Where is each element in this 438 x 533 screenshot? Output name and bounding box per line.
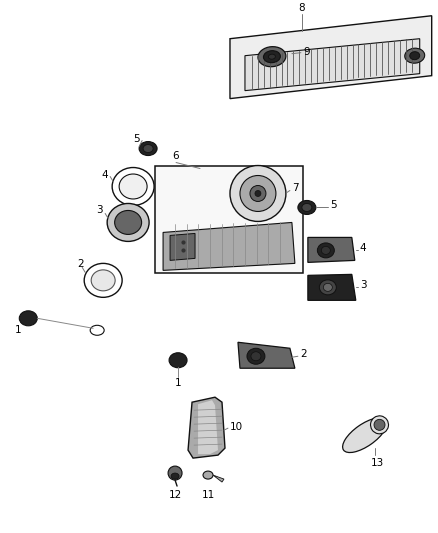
Ellipse shape xyxy=(203,471,213,479)
Ellipse shape xyxy=(318,243,334,258)
Text: 11: 11 xyxy=(201,490,215,500)
Ellipse shape xyxy=(410,52,420,60)
Ellipse shape xyxy=(371,416,389,434)
Ellipse shape xyxy=(343,418,387,453)
Polygon shape xyxy=(163,222,295,270)
Ellipse shape xyxy=(251,352,261,361)
Ellipse shape xyxy=(374,419,385,430)
Polygon shape xyxy=(188,397,225,458)
Polygon shape xyxy=(198,400,218,454)
Circle shape xyxy=(250,185,266,201)
Text: 2: 2 xyxy=(77,260,84,269)
Text: 1: 1 xyxy=(175,378,181,388)
Text: 3: 3 xyxy=(360,280,367,290)
Ellipse shape xyxy=(119,174,147,199)
Ellipse shape xyxy=(258,47,286,67)
Ellipse shape xyxy=(247,348,265,364)
Polygon shape xyxy=(308,237,355,262)
Ellipse shape xyxy=(143,144,153,152)
Polygon shape xyxy=(213,475,224,482)
Ellipse shape xyxy=(298,200,316,214)
Ellipse shape xyxy=(115,211,141,235)
FancyBboxPatch shape xyxy=(155,166,303,273)
Ellipse shape xyxy=(321,246,330,254)
Text: 7: 7 xyxy=(292,183,299,193)
Ellipse shape xyxy=(107,204,149,241)
Ellipse shape xyxy=(405,48,425,63)
Polygon shape xyxy=(308,274,356,300)
Ellipse shape xyxy=(268,54,276,59)
Text: 13: 13 xyxy=(371,458,385,468)
Polygon shape xyxy=(230,16,432,99)
Ellipse shape xyxy=(139,142,157,156)
Ellipse shape xyxy=(112,167,154,205)
Text: 1: 1 xyxy=(15,325,21,335)
Ellipse shape xyxy=(84,263,122,297)
Circle shape xyxy=(240,175,276,212)
Ellipse shape xyxy=(90,325,104,335)
Ellipse shape xyxy=(323,284,332,292)
Text: 12: 12 xyxy=(169,490,182,500)
Polygon shape xyxy=(238,342,295,368)
Ellipse shape xyxy=(319,280,336,295)
Ellipse shape xyxy=(263,51,280,63)
Polygon shape xyxy=(170,233,195,261)
Text: 8: 8 xyxy=(299,3,305,13)
Text: 10: 10 xyxy=(230,422,243,432)
Ellipse shape xyxy=(168,466,182,480)
Circle shape xyxy=(230,166,286,221)
Circle shape xyxy=(255,190,261,197)
Ellipse shape xyxy=(171,473,179,479)
Ellipse shape xyxy=(302,204,312,212)
Ellipse shape xyxy=(19,311,37,326)
Text: 4: 4 xyxy=(102,169,108,180)
Ellipse shape xyxy=(91,270,115,291)
Text: 5: 5 xyxy=(330,200,336,211)
Text: 6: 6 xyxy=(173,150,180,160)
Ellipse shape xyxy=(169,353,187,368)
Text: 9: 9 xyxy=(303,47,310,56)
Polygon shape xyxy=(245,39,420,91)
Text: 4: 4 xyxy=(360,244,367,253)
Text: 5: 5 xyxy=(134,134,140,143)
Text: 2: 2 xyxy=(300,349,307,359)
Text: 3: 3 xyxy=(96,205,103,215)
